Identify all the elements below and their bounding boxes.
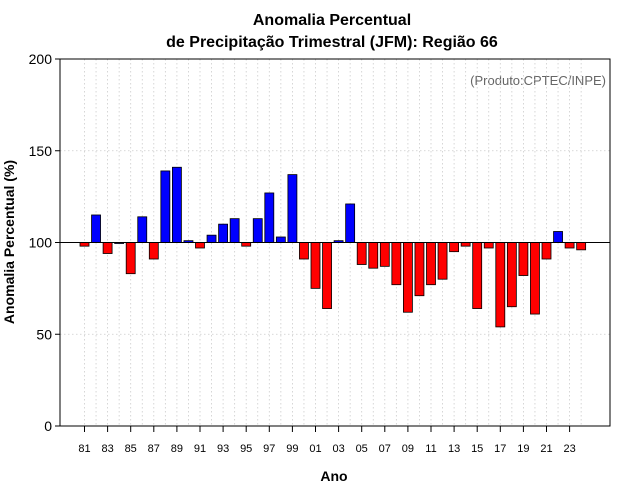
bar-81 <box>79 242 90 247</box>
bar-83 <box>102 242 113 254</box>
bar-94 <box>229 218 240 243</box>
bars-layer <box>79 166 587 328</box>
bar-09 <box>402 242 413 313</box>
bar-85 <box>125 242 136 275</box>
bar-02 <box>322 242 332 309</box>
x-tick-label: 09 <box>402 443 414 455</box>
y-tick-label: 0 <box>44 418 52 434</box>
bar-16 <box>483 242 494 249</box>
bar-21 <box>541 242 552 260</box>
x-tick-label: 01 <box>309 443 321 455</box>
bar-89 <box>171 166 182 243</box>
bar-07 <box>379 242 390 267</box>
bar-87 <box>148 242 159 260</box>
bar-15 <box>472 242 483 309</box>
y-tick-label: 50 <box>36 326 52 342</box>
x-tick-label: 91 <box>194 443 206 455</box>
x-tick-label: 11 <box>425 443 436 455</box>
x-tick-label: 99 <box>286 443 298 455</box>
bar-98 <box>275 236 286 243</box>
x-tick-label: 17 <box>494 443 506 455</box>
y-tick-label: 100 <box>29 235 53 251</box>
bar-05 <box>356 242 367 265</box>
x-tick-label: 15 <box>471 443 483 455</box>
x-tick-label: 85 <box>125 443 137 455</box>
bar-01 <box>310 242 321 289</box>
bar-96 <box>252 218 263 243</box>
bar-91 <box>195 242 205 249</box>
bar-10 <box>414 242 425 297</box>
bar-11 <box>426 242 436 286</box>
credit-label: (Produto:CPTEC/INPE) <box>470 73 606 88</box>
x-tick-label: 23 <box>563 443 575 455</box>
x-tick-label: 97 <box>263 443 275 455</box>
x-tick-label: 03 <box>332 443 344 455</box>
x-tick-label: 05 <box>356 443 368 455</box>
y-tick-label: 200 <box>29 51 53 67</box>
x-axis: 81 83 85 87 89 91 93 95 97 99 01 03 05 07 09 11 13 15 17 19… <box>78 426 576 455</box>
bar-82 <box>91 214 101 243</box>
bar-14 <box>460 242 471 247</box>
bar-04 <box>345 203 356 243</box>
x-tick-label: 07 <box>379 443 391 455</box>
bar-97 <box>264 192 275 243</box>
bar-95 <box>241 242 252 247</box>
bar-06 <box>368 242 379 269</box>
bar-12 <box>437 242 448 280</box>
bar-22 <box>553 231 563 243</box>
bar-19 <box>518 242 529 276</box>
bar-93 <box>218 223 229 243</box>
x-axis-label: Ano <box>320 468 347 484</box>
x-tick-label: 93 <box>217 443 229 455</box>
x-tick-label: 83 <box>101 443 113 455</box>
bar-08 <box>391 242 402 286</box>
x-tick-label: 19 <box>517 443 529 455</box>
bar-13 <box>449 242 460 253</box>
grid-layer <box>60 58 610 427</box>
bar-00 <box>299 242 309 260</box>
chart-title-line2: de Precipitação Trimestral (JFM): Região… <box>166 34 498 51</box>
bar-99 <box>287 174 298 243</box>
bar-86 <box>137 216 148 243</box>
x-tick-label: 89 <box>171 443 183 455</box>
bar-18 <box>506 242 517 308</box>
chart-title-line1: Anomalia Percentual <box>253 12 411 29</box>
y-tick-label: 150 <box>29 143 53 159</box>
y-axis-label: Anomalia Percentual (%) <box>1 160 17 324</box>
y-axis: 0 50 100 150 200 <box>29 51 60 434</box>
bar-24 <box>576 242 587 251</box>
bar-20 <box>530 242 540 315</box>
x-tick-label: 95 <box>240 443 252 455</box>
bar-92 <box>206 234 217 243</box>
bar-88 <box>160 170 171 243</box>
bar-23 <box>564 242 575 249</box>
x-tick-label: 81 <box>78 443 90 455</box>
bar-17 <box>495 242 506 328</box>
x-tick-label: 21 <box>540 443 552 455</box>
x-tick-label: 13 <box>448 443 460 455</box>
x-tick-label: 87 <box>148 443 160 455</box>
